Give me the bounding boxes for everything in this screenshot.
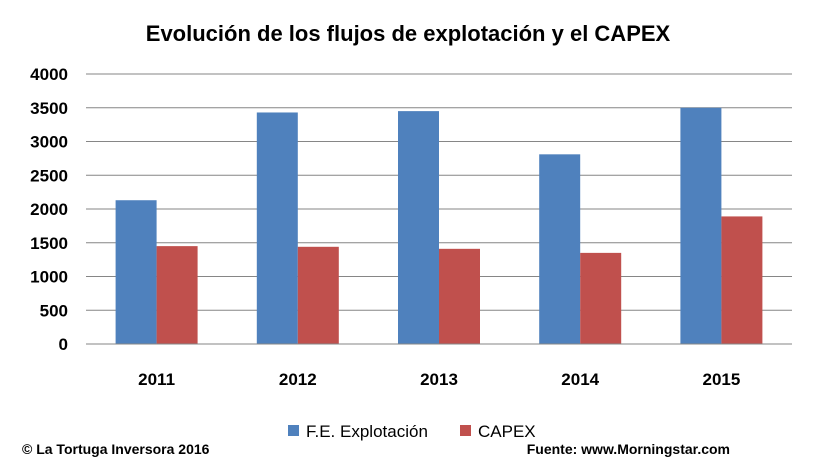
- y-tick-label: 2000: [30, 200, 68, 219]
- x-axis-ticks: 2011 2012 2013 2014 2015: [138, 370, 740, 389]
- x-tick-label: 2012: [279, 370, 317, 389]
- bar-capex-2013: [439, 248, 480, 344]
- legend-swatch-capex: [460, 425, 471, 436]
- x-tick-label: 2015: [702, 370, 740, 389]
- bar-capex-2012: [297, 246, 339, 344]
- bar-capex-2011: [156, 246, 198, 344]
- x-tick-label: 2011: [138, 370, 175, 389]
- y-tick-label: 2500: [30, 166, 68, 185]
- bar-fe-explotacion-2014: [539, 154, 581, 344]
- bar-fe-explotacion-2011: [115, 200, 157, 344]
- x-tick-label: 2014: [561, 370, 599, 389]
- legend-swatch-fe-explotacion: [288, 425, 299, 436]
- y-tick-label: 3500: [30, 99, 68, 118]
- source-text: Fuente: www.Morningstar.com: [527, 441, 730, 457]
- y-axis-ticks: 0 500 1000 1500 2000 2500 3000 3500 4000: [30, 65, 68, 354]
- bar-fe-explotacion-2013: [398, 111, 439, 344]
- y-tick-label: 0: [59, 335, 68, 354]
- chart-title: Evolución de los flujos de explotación y…: [146, 21, 671, 46]
- legend: F.E. Explotación CAPEX: [288, 422, 536, 441]
- copyright-text: © La Tortuga Inversora 2016: [22, 441, 210, 457]
- bar-fe-explotacion-2015: [680, 107, 722, 344]
- bar-capex-2015: [721, 216, 763, 344]
- y-tick-label: 3000: [30, 133, 68, 152]
- x-tick-label: 2013: [420, 370, 458, 389]
- y-tick-label: 4000: [30, 65, 68, 84]
- bar-capex-2014: [580, 252, 622, 344]
- bar-fe-explotacion-2012: [256, 112, 298, 344]
- y-tick-label: 1000: [30, 268, 68, 287]
- y-tick-label: 1500: [30, 234, 68, 253]
- bars: [115, 107, 763, 344]
- legend-label-capex: CAPEX: [478, 422, 536, 441]
- legend-label-fe-explotacion: F.E. Explotación: [306, 422, 428, 441]
- y-tick-label: 500: [40, 301, 68, 320]
